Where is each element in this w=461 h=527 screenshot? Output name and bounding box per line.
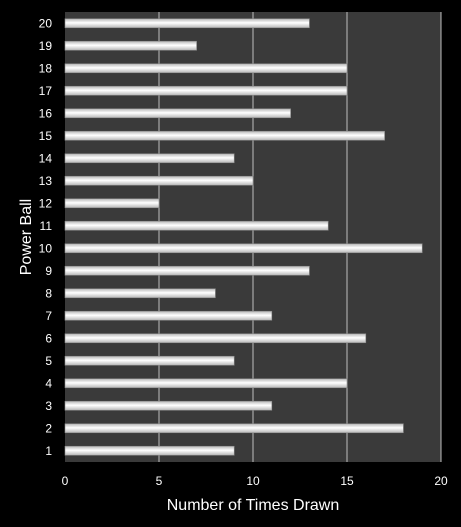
x-axis-title: Number of Times Drawn [167,497,340,514]
bar-18 [64,63,348,74]
bar-10 [64,243,423,254]
y-tick-label: 7 [45,309,52,323]
bar-3 [64,400,273,411]
bar-14 [64,153,235,164]
bar-17 [64,85,348,96]
bar-9 [64,265,310,276]
bar-7 [64,310,273,321]
y-tick-label: 2 [45,421,52,435]
bar-2 [64,423,404,434]
y-tick-label: 4 [45,376,52,390]
y-tick-label: 5 [45,354,52,368]
y-tick-label: 13 [39,174,53,188]
y-axis-title: Power Ball [18,199,35,275]
y-tick-label: 16 [39,106,53,120]
y-tick-label: 14 [39,151,53,165]
bar-19 [64,40,197,51]
x-tick-label: 0 [62,474,69,488]
y-tick-label: 3 [45,399,52,413]
bar-8 [64,288,216,299]
bar-11 [64,220,329,231]
y-tick-label: 10 [39,241,53,255]
y-tick-label: 11 [40,219,53,233]
y-tick-label: 18 [39,61,53,75]
x-tick-label: 10 [246,474,260,488]
bar-12 [64,198,160,209]
bar-4 [64,378,348,389]
bar-5 [64,355,235,366]
x-tick-label: 20 [434,474,448,488]
bar-16 [64,108,291,119]
y-tick-label: 6 [45,331,52,345]
x-tick-labels: 0 5 10 15 20 [62,474,448,488]
bar-6 [64,333,367,344]
y-tick-label: 17 [39,84,53,98]
bar-1 [64,445,235,456]
y-tick-label: 9 [45,264,52,278]
y-tick-label: 12 [39,196,53,210]
x-tick-label: 15 [340,474,354,488]
y-tick-label: 15 [39,129,53,143]
bar-13 [64,175,254,186]
x-tick-label: 5 [156,474,163,488]
bars [64,18,423,456]
y-tick-label: 19 [39,39,53,53]
bar-15 [64,130,385,141]
bar-20 [64,18,310,29]
y-tick-label: 20 [39,16,53,30]
y-tick-label: 8 [45,286,52,300]
y-tick-label: 1 [45,444,52,458]
